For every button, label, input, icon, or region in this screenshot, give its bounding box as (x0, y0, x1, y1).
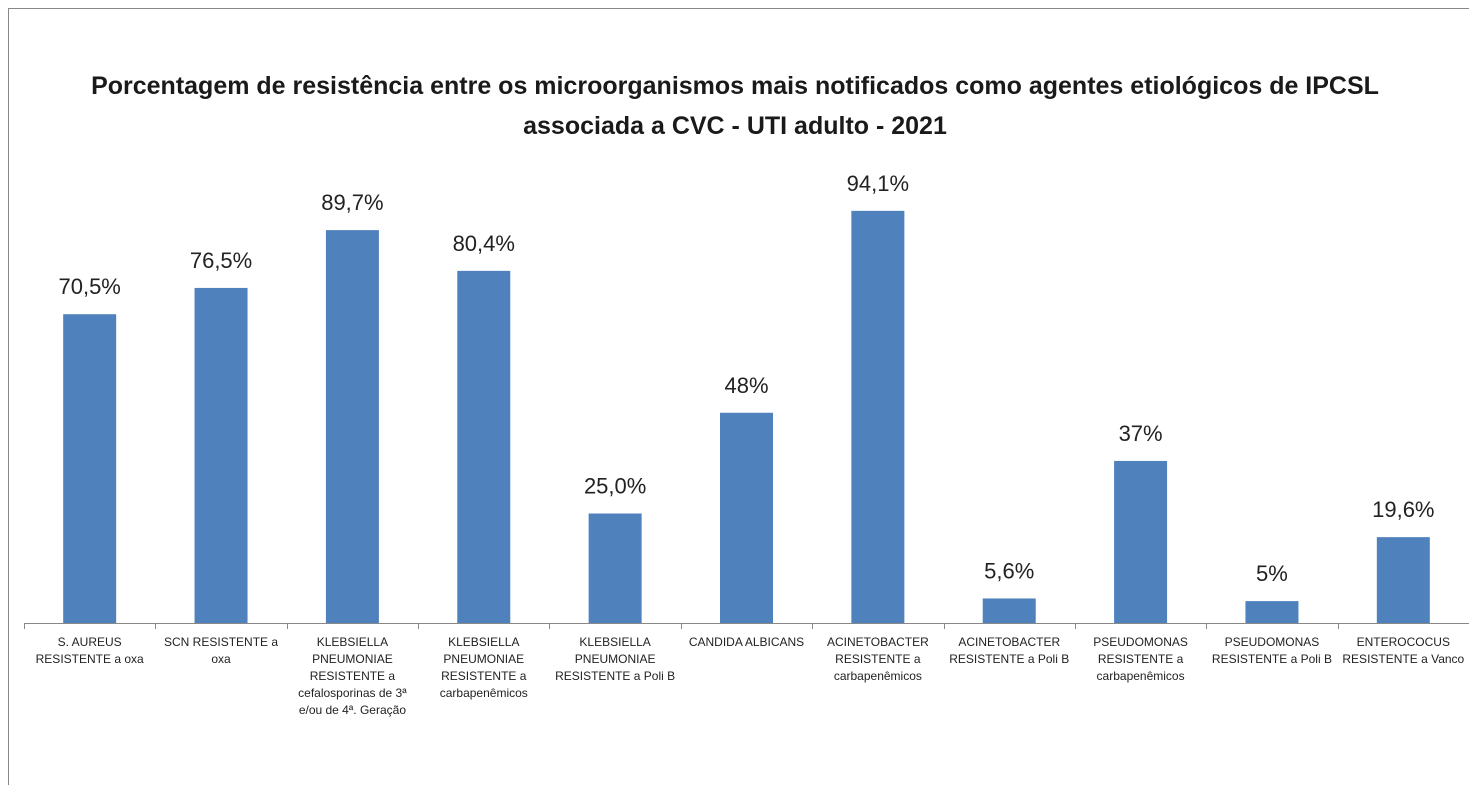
value-label: 37% (1119, 421, 1163, 446)
bar (1376, 537, 1430, 623)
value-label: 70,5% (58, 274, 120, 299)
value-label: 25,0% (584, 474, 646, 499)
value-label: 5,6% (984, 558, 1034, 583)
value-label: 48% (724, 373, 768, 398)
chart-title: Porcentagem de resistência entre os micr… (91, 72, 1379, 140)
bar (194, 287, 248, 623)
bar (1245, 601, 1299, 623)
value-label: 19,6% (1372, 497, 1434, 522)
x-tick-label: KLEBSIELLA PNEUMONIAE RESISTENTE a carba… (439, 635, 528, 700)
value-label: 80,4% (453, 231, 515, 256)
value-label: 76,5% (190, 248, 252, 273)
value-label: 94,1% (847, 171, 909, 196)
x-tick-label: PSEUDOMONAS RESISTENTE a carbapenêmicos (1093, 635, 1188, 683)
x-tick-label: KLEBSIELLA PNEUMONIAE RESISTENTE a cefal… (298, 635, 407, 717)
x-tick-label: ACINETOBACTER RESISTENTE a carbapenêmico… (826, 635, 929, 683)
bar (982, 598, 1036, 623)
bar (457, 270, 511, 623)
bar (1114, 460, 1168, 623)
bar (588, 513, 642, 623)
bar (63, 314, 117, 623)
bar (720, 412, 773, 623)
x-tick-label: ACINETOBACTER RESISTENTE a Poli B (949, 635, 1070, 666)
x-tick-label: S. AUREUS RESISTENTE a oxa (35, 635, 144, 666)
value-label: 89,7% (321, 190, 383, 215)
x-tick-label: PSEUDOMONAS RESISTENTE a Poli B (1211, 635, 1332, 666)
x-tick-label: ENTEROCOCUS RESISTENTE a Vanco (1342, 635, 1465, 666)
value-label: 5% (1256, 561, 1288, 586)
x-tick-label: SCN RESISTENTE a oxa (164, 635, 279, 666)
x-tick-label: CANDIDA ALBICANS (688, 635, 805, 649)
bar (325, 230, 379, 623)
bar (851, 210, 905, 624)
x-tick-label: KLEBSIELLA PNEUMONIAE RESISTENTE a Poli … (555, 635, 676, 683)
